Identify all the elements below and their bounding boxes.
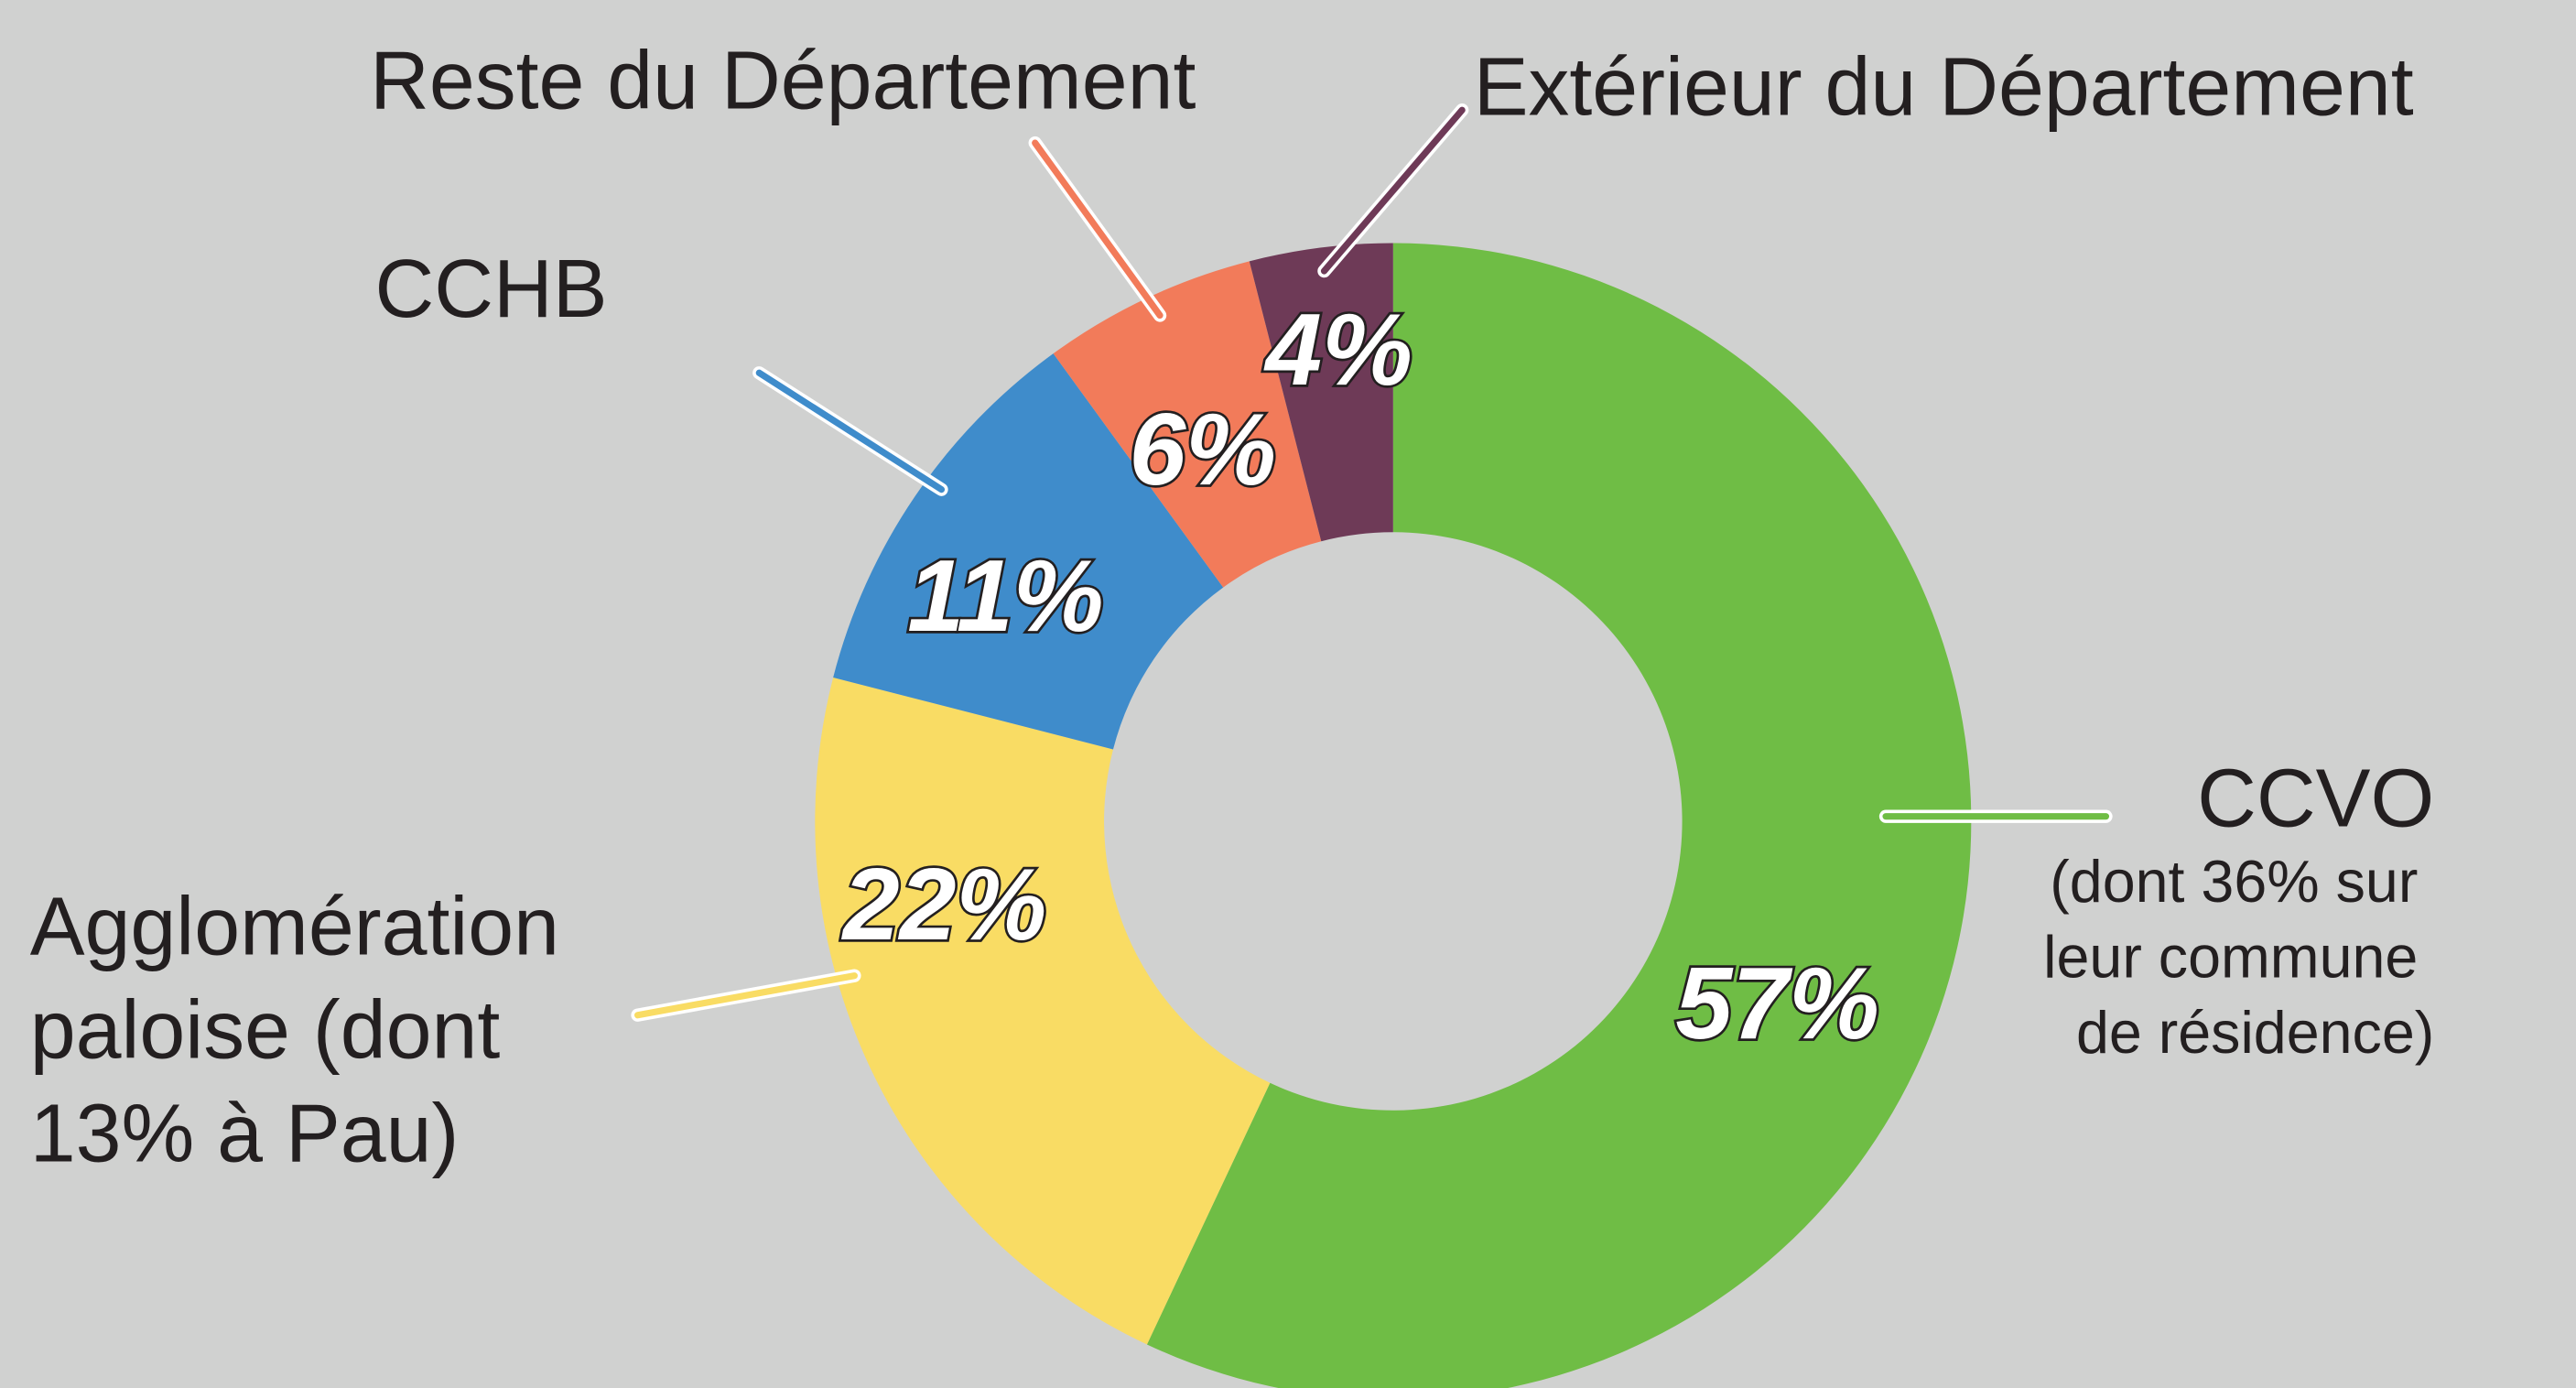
value-label: 6% (1129, 392, 1276, 506)
value-label: 22% (841, 847, 1047, 961)
slice (1053, 261, 1322, 588)
slice (815, 677, 1271, 1345)
slice (1146, 243, 1972, 1388)
leader-line (1032, 139, 1164, 320)
slice (1249, 243, 1393, 542)
category-label: Reste du Département (370, 35, 1196, 126)
value-label: 57% (1675, 946, 1879, 1060)
category-label: Agglomération paloise (dont 13% à Pau) (30, 881, 582, 1179)
annotation: (dont 36% sur leur commune de résidence) (2043, 849, 2434, 1066)
leader-line (1320, 106, 1466, 275)
leader-line (755, 369, 946, 493)
category-label: CCVO (2197, 753, 2434, 844)
slice (833, 353, 1224, 750)
category-label: CCHB (374, 244, 607, 335)
category-label: Extérieur du Département (1474, 42, 2414, 134)
value-label: 11% (907, 538, 1103, 653)
value-label: 4% (1263, 292, 1412, 407)
leader-line (633, 972, 858, 1019)
